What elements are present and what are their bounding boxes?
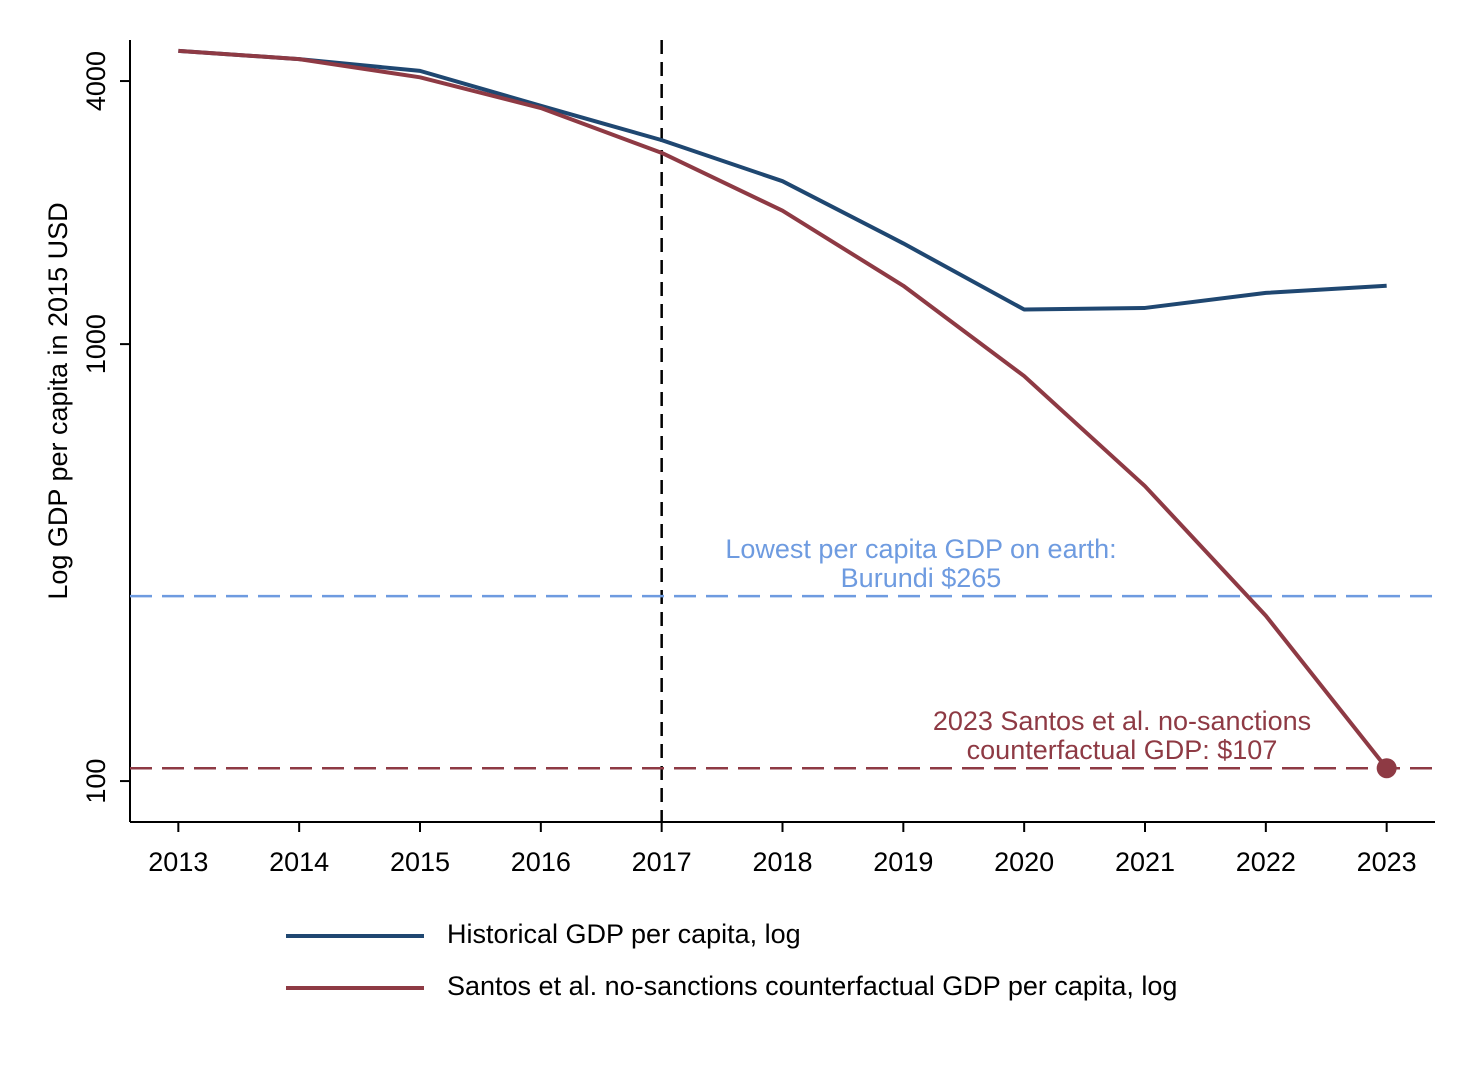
y-tick-label: 1000 bbox=[81, 314, 111, 374]
series-line bbox=[178, 48, 1389, 770]
y-tick-label: 100 bbox=[81, 759, 111, 804]
y-tick-label: 4000 bbox=[81, 51, 111, 111]
x-tick-label: 2018 bbox=[752, 847, 812, 877]
x-tick-label: 2019 bbox=[873, 847, 933, 877]
annotation: counterfactual GDP: $107 bbox=[967, 735, 1278, 765]
x-tick-label: 2020 bbox=[994, 847, 1054, 877]
annotation: Lowest per capita GDP on earth: bbox=[725, 534, 1116, 564]
legend-label: Historical GDP per capita, log bbox=[447, 919, 801, 949]
series-line bbox=[178, 48, 1387, 312]
x-tick-label: 2023 bbox=[1357, 847, 1417, 877]
annotation: 2023 Santos et al. no-sanctions bbox=[933, 706, 1311, 736]
point-marker bbox=[1376, 758, 1397, 779]
legend-label: Santos et al. no-sanctions counterfactua… bbox=[447, 971, 1177, 1001]
x-tick-label: 2022 bbox=[1236, 847, 1296, 877]
x-tick-label: 2017 bbox=[632, 847, 692, 877]
x-tick-label: 2016 bbox=[511, 847, 571, 877]
y-axis-label: Log GDP per capita in 2015 USD bbox=[43, 202, 73, 599]
annotation: Burundi $265 bbox=[841, 563, 1002, 593]
x-tick-label: 2013 bbox=[148, 847, 208, 877]
x-tick-label: 2015 bbox=[390, 847, 450, 877]
x-tick-label: 2021 bbox=[1115, 847, 1175, 877]
x-tick-label: 2014 bbox=[269, 847, 329, 877]
